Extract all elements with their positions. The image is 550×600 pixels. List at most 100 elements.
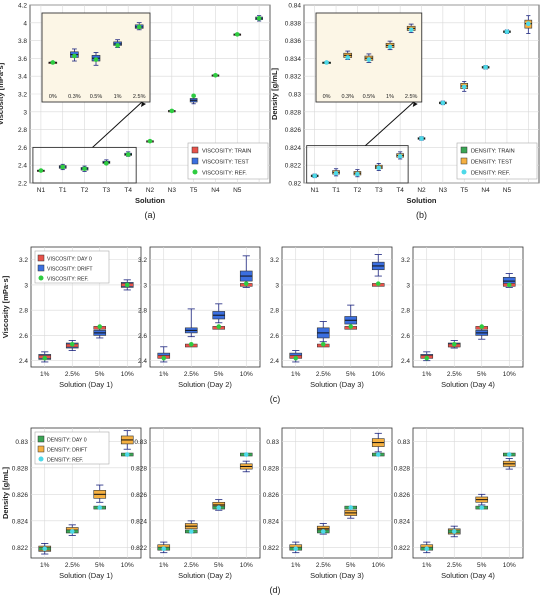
- legend-swatch: [460, 157, 468, 165]
- plot-frame: [412, 246, 524, 368]
- x-axis-label: Solution (Day 2): [178, 571, 232, 580]
- legend-label: VISCOSITY: REF.: [47, 277, 89, 283]
- x-tick-label: 1%: [159, 562, 169, 569]
- x-tick-label: T2: [81, 187, 89, 194]
- x-axis-label: Solution (Day 4): [441, 571, 495, 580]
- zoom-arrow: [92, 101, 143, 148]
- x-axis-label: Solution (Day 4): [441, 380, 495, 389]
- day-ref-point: [293, 546, 299, 552]
- plot-frame: [149, 427, 261, 559]
- legend: [456, 142, 538, 180]
- inset-box-ref-point: [50, 60, 56, 65]
- x-tick-label: 10%: [503, 562, 516, 569]
- x-tick-label: T1: [59, 187, 67, 194]
- day-ref-point: [216, 505, 222, 510]
- y-tick-label: 2.8: [18, 127, 27, 134]
- day-ref-point: [69, 529, 75, 534]
- day-ref-point: [320, 529, 326, 534]
- box-N1-ref-point: [38, 168, 44, 173]
- x-tick-label: 10%: [503, 371, 516, 378]
- x-tick-label: 5%: [346, 562, 356, 569]
- zoom-arrowhead: [412, 102, 418, 107]
- legend-label: DENSITY: REF.: [47, 458, 83, 464]
- legend-swatch: [37, 435, 45, 443]
- day-ref-point: [42, 546, 48, 552]
- legend-label: VISCOSITY: DRIFT: [47, 267, 93, 273]
- inset-box-ref-point: [72, 53, 77, 59]
- y-tick-label: 2.8: [19, 308, 28, 315]
- y-tick-label: 0.83: [288, 92, 301, 99]
- x-tick-label: T4: [124, 187, 132, 194]
- x-axis-label: Solution (Day 1): [59, 571, 113, 580]
- inset-label: 0.5%: [363, 94, 376, 100]
- x-tick-label: N3: [439, 187, 448, 194]
- day-ref-point: [451, 341, 457, 347]
- x-tick-label: 1%: [422, 562, 432, 569]
- x-axis-label: Solution: [135, 196, 165, 205]
- panel-b: 0.82 0.822 0.824 0.826 0.828 0.83 0.832 0.834 0.…: [270, 3, 540, 220]
- subplot-day-4: 2.4 2.6 2.8 3 3.2 1% 2.5% 5% 10% Solution (Day 4): [401, 246, 524, 389]
- box-T1-ref-point: [60, 164, 66, 170]
- inset-label: 0.3%: [68, 94, 81, 100]
- y-tick-label: 3: [143, 282, 147, 289]
- x-tick-label: N1: [311, 187, 320, 194]
- y-tick-label: 2.6: [138, 333, 147, 340]
- y-tick-label: 3.2: [138, 257, 147, 264]
- x-tick-label: 10%: [372, 562, 385, 569]
- y-tick-label: 2.4: [18, 163, 27, 170]
- day-ref-point: [506, 282, 512, 288]
- y-tick-label: 0.828: [12, 465, 29, 472]
- panel-label: (a): [145, 210, 156, 220]
- x-tick-label: 2.5%: [316, 562, 331, 569]
- box-T1-ref-point: [333, 170, 339, 176]
- x-tick-label: 10%: [121, 562, 134, 569]
- x-tick-label: 2.5%: [447, 371, 462, 378]
- day-ref-point: [375, 281, 381, 286]
- day-ref-point: [451, 529, 457, 534]
- day-ref-point: [42, 355, 48, 361]
- legend-swatch: [461, 169, 467, 175]
- inset-label: 0.5%: [90, 94, 103, 100]
- y-tick-label: 0.836: [285, 38, 302, 45]
- legend-swatch: [460, 146, 468, 154]
- x-tick-label: 1%: [422, 371, 432, 378]
- day-ref-point: [188, 529, 194, 534]
- x-tick-label: 2.5%: [184, 562, 199, 569]
- y-tick-label: 0.828: [263, 465, 280, 472]
- y-tick-label: 2.4: [270, 358, 279, 365]
- legend: [34, 250, 110, 284]
- x-tick-label: 1%: [40, 371, 50, 378]
- plot-frame: [149, 246, 261, 368]
- x-tick-label: T2: [354, 187, 362, 194]
- legend-label: VISCOSITY: TEST: [202, 160, 249, 166]
- legend-swatch: [38, 456, 44, 462]
- day-ref-point: [97, 324, 103, 329]
- y-tick-label: 0.822: [131, 545, 148, 552]
- box-T2-ref-point: [82, 166, 87, 172]
- zoom-arrowhead: [141, 102, 146, 107]
- y-tick-label: 0.826: [394, 492, 411, 499]
- inset-label: 2.5%: [405, 94, 418, 100]
- y-axis-label: Viscosity [mPa·s]: [0, 62, 5, 125]
- plot-frame: [281, 427, 393, 559]
- box-T3-ref-point: [104, 161, 109, 166]
- box-N5b-ref-point: [526, 21, 531, 26]
- y-tick-label: 3.4: [18, 74, 27, 81]
- x-tick-label: 2.5%: [65, 562, 80, 569]
- x-tick-label: N3: [168, 187, 177, 194]
- x-tick-label: 5%: [95, 371, 105, 378]
- y-tick-label: 2.8: [401, 308, 410, 315]
- y-tick-label: 3.2: [19, 257, 28, 264]
- x-tick-label: N5: [233, 187, 242, 194]
- x-axis-label: Solution (Day 3): [310, 571, 364, 580]
- box-T2-ref-point: [355, 171, 360, 177]
- y-tick-label: 2.4: [19, 358, 28, 365]
- y-tick-label: 2.8: [138, 308, 147, 315]
- subplot-day-3: 0.822 0.824 0.826 0.828 0.83 1% 2.5% 5% 10% Solut…: [263, 427, 393, 580]
- box-T5-ref-point: [191, 93, 196, 99]
- y-tick-label: 3.2: [18, 92, 27, 99]
- day-ref-point: [348, 324, 354, 329]
- inset-box-ref-point: [345, 55, 351, 60]
- box-N5-ref-point: [504, 29, 510, 34]
- panel-a: 2.2 2.4 2.6 2.8 3 3.2 3.4 3.6 3.8 4 4.2 N1 T1 T2 T3 T4 N…: [0, 3, 271, 220]
